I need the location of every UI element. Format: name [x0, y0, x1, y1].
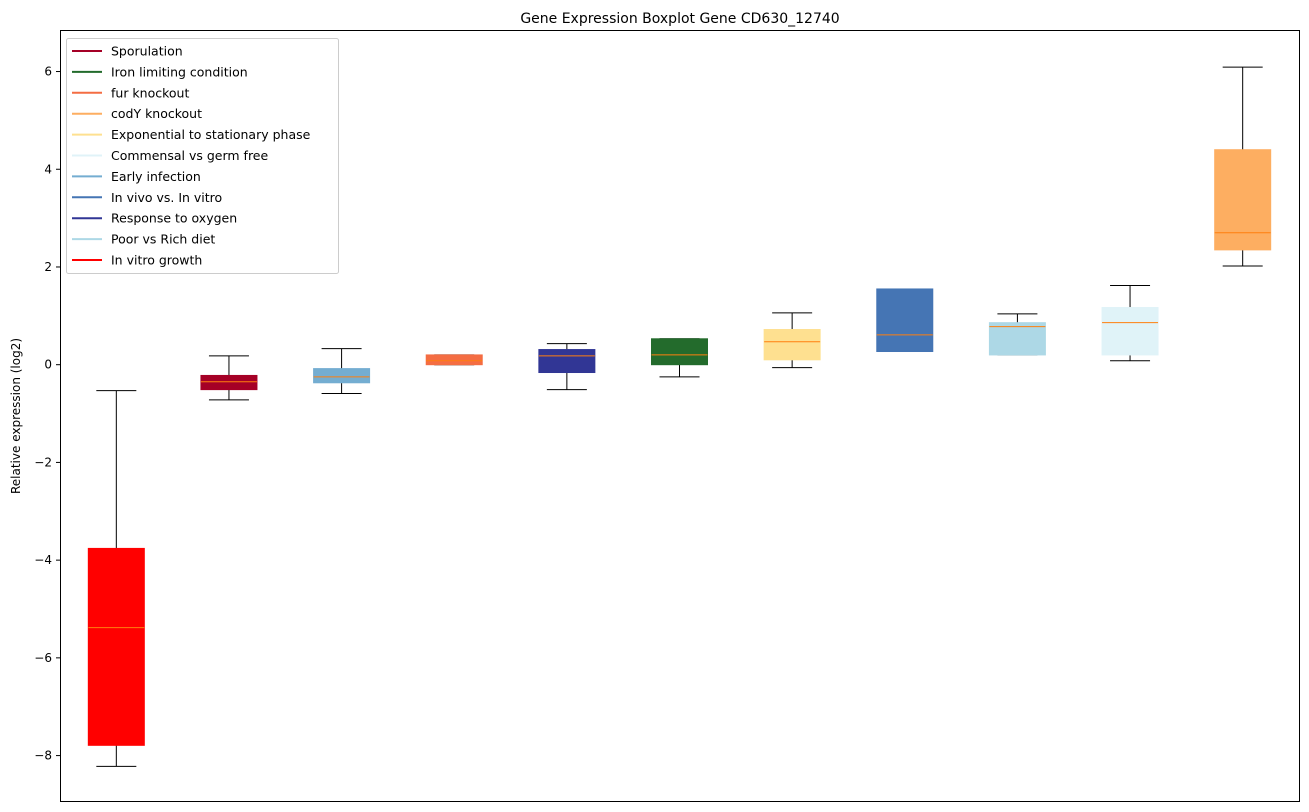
box-group	[1214, 66, 1272, 267]
y-tick-label: −2	[34, 455, 52, 469]
legend-label: In vivo vs. In vitro	[111, 190, 222, 205]
legend-label: Iron limiting condition	[111, 64, 248, 79]
box	[1101, 307, 1159, 356]
y-tick-label: 2	[44, 260, 52, 274]
box-group	[1101, 285, 1159, 362]
legend: Sporulation Iron limiting condition fur kn…	[66, 38, 339, 274]
box	[313, 368, 371, 384]
box	[87, 547, 145, 746]
box	[1214, 149, 1272, 251]
y-tick-label: 0	[44, 358, 52, 372]
y-axis-label: Relative expression (log2)	[9, 338, 23, 494]
chart-title: Gene Expression Boxplot Gene CD630_12740	[520, 11, 839, 27]
legend-label: Response to oxygen	[111, 211, 237, 226]
box-group	[538, 343, 596, 391]
box-group	[87, 390, 145, 767]
box	[876, 288, 934, 353]
legend-frame	[66, 38, 339, 274]
plot-frame	[60, 30, 1300, 802]
box	[200, 374, 258, 391]
legend-label: In vitro growth	[111, 253, 202, 268]
y-tick-label: −8	[34, 749, 52, 763]
legend-label: codY knockout	[111, 106, 202, 121]
legend-label: Early infection	[111, 169, 201, 184]
legend-label: Commensal vs germ free	[111, 148, 268, 163]
legend-label: Exponential to stationary phase	[111, 127, 311, 142]
box	[425, 354, 483, 366]
box-group	[200, 355, 258, 401]
box	[988, 322, 1046, 356]
legend-label: fur knockout	[111, 85, 189, 100]
legend-label: Sporulation	[111, 44, 183, 59]
box	[651, 338, 708, 366]
legend-label: Poor vs Rich diet	[111, 232, 215, 247]
box-group	[876, 288, 934, 353]
y-tick-label: −6	[34, 651, 52, 665]
y-tick-label: 4	[44, 162, 52, 176]
box-group	[425, 354, 483, 366]
y-tick-label: 6	[44, 65, 52, 79]
box	[763, 329, 821, 361]
y-tick-label: −4	[34, 553, 52, 567]
box-group	[313, 348, 371, 395]
box-group	[763, 312, 821, 369]
box	[538, 349, 596, 374]
box-group	[988, 313, 1046, 356]
box-group	[651, 338, 708, 378]
